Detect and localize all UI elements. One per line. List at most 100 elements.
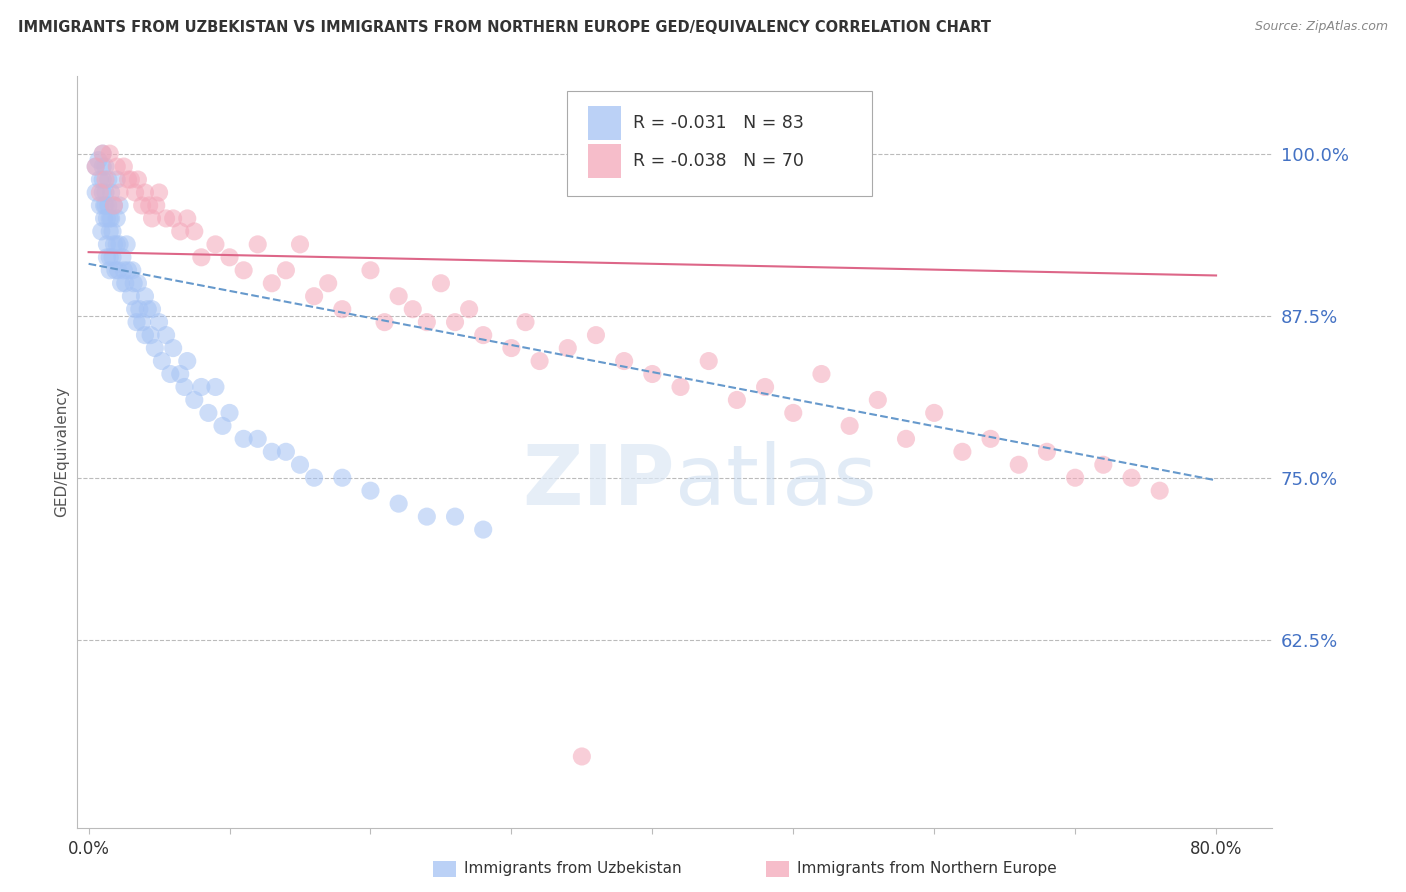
Bar — [588, 144, 621, 178]
Point — [97, 172, 120, 186]
Point — [197, 406, 219, 420]
Point — [121, 263, 143, 277]
Point — [141, 211, 163, 226]
Point — [127, 172, 149, 186]
Point — [1008, 458, 1031, 472]
Point — [585, 328, 607, 343]
Point — [97, 198, 120, 212]
Text: IMMIGRANTS FROM UZBEKISTAN VS IMMIGRANTS FROM NORTHERN EUROPE GED/EQUIVALENCY CO: IMMIGRANTS FROM UZBEKISTAN VS IMMIGRANTS… — [18, 20, 991, 35]
Point — [100, 186, 122, 200]
Point — [416, 315, 439, 329]
Point — [501, 341, 523, 355]
Point — [91, 146, 114, 161]
Point — [103, 198, 125, 212]
Point — [288, 237, 311, 252]
Point — [93, 198, 115, 212]
Point — [110, 277, 132, 291]
Text: Immigrants from Uzbekistan: Immigrants from Uzbekistan — [464, 862, 682, 876]
Point — [125, 315, 148, 329]
Point — [84, 160, 107, 174]
Point — [98, 263, 121, 277]
Point — [134, 186, 156, 200]
Point — [190, 250, 212, 264]
Point — [330, 302, 353, 317]
Point — [139, 328, 162, 343]
Point — [98, 211, 121, 226]
Point — [402, 302, 425, 317]
Point — [94, 172, 117, 186]
Text: Immigrants from Northern Europe: Immigrants from Northern Europe — [797, 862, 1057, 876]
Point — [108, 237, 131, 252]
Point — [1064, 471, 1087, 485]
Point — [94, 198, 117, 212]
Point — [112, 263, 135, 277]
Point — [84, 186, 107, 200]
Point — [1149, 483, 1171, 498]
Point — [117, 172, 139, 186]
Point — [162, 211, 184, 226]
Point — [838, 418, 860, 433]
Point — [472, 328, 495, 343]
Point — [96, 237, 118, 252]
Point — [104, 263, 127, 277]
Point — [84, 160, 107, 174]
Point — [922, 406, 945, 420]
Point — [204, 380, 226, 394]
Point — [120, 172, 142, 186]
Point — [90, 224, 112, 238]
Point — [176, 354, 198, 368]
Point — [112, 160, 135, 174]
Point — [148, 186, 170, 200]
Point — [122, 277, 145, 291]
Point — [98, 250, 121, 264]
Point — [128, 302, 150, 317]
Text: Source: ZipAtlas.com: Source: ZipAtlas.com — [1254, 20, 1388, 33]
Point — [107, 263, 129, 277]
Point — [159, 367, 181, 381]
Point — [246, 432, 269, 446]
Point — [232, 263, 254, 277]
Point — [134, 328, 156, 343]
Point — [613, 354, 636, 368]
Point — [416, 509, 439, 524]
Point — [124, 302, 146, 317]
Point — [211, 418, 233, 433]
Point — [232, 432, 254, 446]
Point — [246, 237, 269, 252]
Point — [274, 263, 297, 277]
Point — [866, 392, 889, 407]
Point — [87, 153, 110, 167]
Point — [274, 445, 297, 458]
Point — [388, 289, 411, 303]
Point — [571, 749, 593, 764]
Point — [91, 186, 114, 200]
Point — [131, 198, 153, 212]
Point — [669, 380, 692, 394]
Point — [103, 198, 125, 212]
Point — [444, 509, 467, 524]
Point — [302, 289, 325, 303]
Point — [190, 380, 212, 394]
Point — [115, 237, 138, 252]
Point — [288, 458, 311, 472]
Point — [141, 302, 163, 317]
Point — [359, 263, 381, 277]
Point — [96, 250, 118, 264]
Point — [183, 392, 205, 407]
Point — [169, 367, 191, 381]
Point — [260, 277, 283, 291]
Point — [93, 211, 115, 226]
Point — [105, 172, 128, 186]
Point — [131, 315, 153, 329]
Point — [100, 211, 122, 226]
Point — [725, 392, 748, 407]
Point — [316, 277, 339, 291]
Point — [89, 198, 111, 212]
Point — [148, 315, 170, 329]
Point — [94, 160, 117, 174]
Point — [155, 211, 177, 226]
Point — [143, 341, 166, 355]
Bar — [588, 106, 621, 140]
Point — [458, 302, 481, 317]
Point — [374, 315, 396, 329]
